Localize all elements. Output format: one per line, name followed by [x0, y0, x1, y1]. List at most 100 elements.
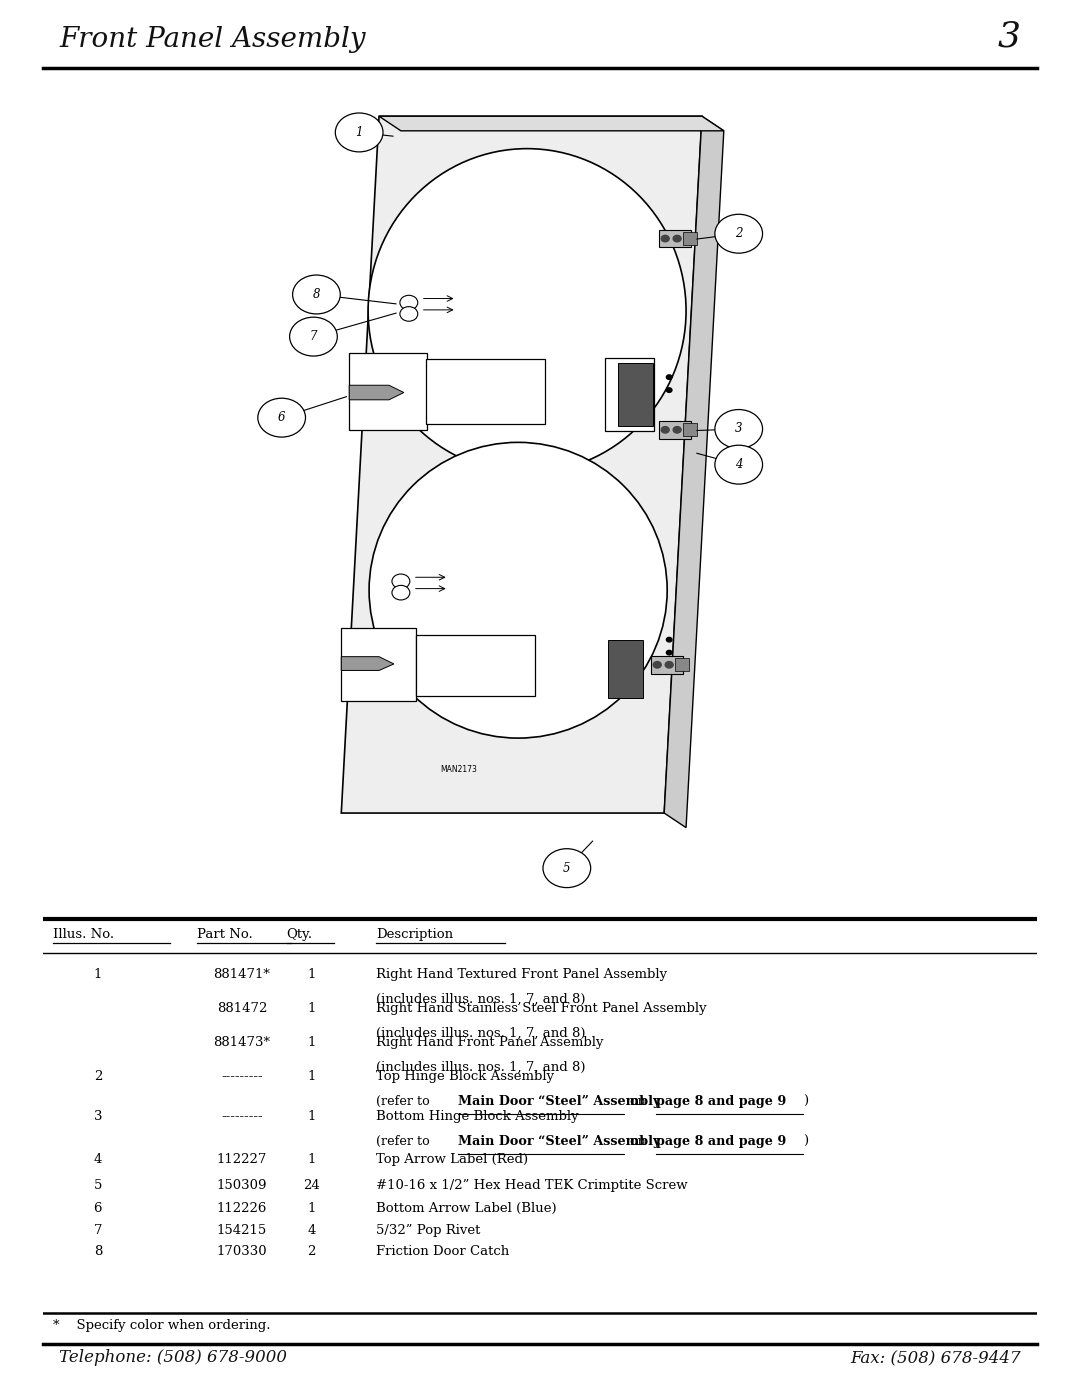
- Point: [191, 935, 204, 951]
- FancyBboxPatch shape: [651, 655, 683, 673]
- Point: [797, 1146, 810, 1162]
- Bar: [608, 640, 644, 698]
- Bar: [349, 353, 427, 430]
- Circle shape: [392, 585, 409, 599]
- Text: Main Door “Steel” Assembly: Main Door “Steel” Assembly: [458, 1095, 660, 1108]
- Text: *    Specify color when ordering.: * Specify color when ordering.: [53, 1319, 271, 1333]
- Circle shape: [289, 317, 337, 356]
- Bar: [426, 359, 545, 425]
- Circle shape: [666, 374, 672, 380]
- Polygon shape: [341, 657, 394, 671]
- Circle shape: [715, 409, 762, 448]
- Point: [451, 1146, 464, 1162]
- Text: 6: 6: [278, 411, 285, 425]
- Text: 1: 1: [308, 1035, 315, 1049]
- Polygon shape: [379, 116, 724, 131]
- Text: Qty.: Qty.: [286, 929, 313, 942]
- Text: 881471*: 881471*: [214, 968, 270, 981]
- Text: 1: 1: [94, 968, 102, 981]
- Text: ---------: ---------: [221, 1111, 262, 1123]
- Text: 1: 1: [308, 1070, 315, 1083]
- Point: [618, 1105, 631, 1122]
- Bar: [675, 658, 689, 672]
- Text: 1: 1: [308, 968, 315, 981]
- Circle shape: [392, 574, 409, 588]
- Bar: [341, 629, 416, 701]
- Circle shape: [293, 275, 340, 314]
- Text: 4: 4: [94, 1153, 102, 1166]
- Circle shape: [673, 426, 681, 433]
- Text: 4: 4: [308, 1224, 315, 1238]
- Text: 5/32” Pop Rivet: 5/32” Pop Rivet: [376, 1224, 481, 1238]
- Text: Front Panel Assembly: Front Panel Assembly: [59, 27, 366, 53]
- Text: 1: 1: [308, 1201, 315, 1215]
- Text: Friction Door Catch: Friction Door Catch: [376, 1246, 510, 1259]
- Ellipse shape: [368, 148, 686, 472]
- Bar: [683, 423, 697, 436]
- Point: [618, 1146, 631, 1162]
- Text: 2: 2: [308, 1246, 315, 1259]
- Circle shape: [661, 235, 670, 242]
- Point: [650, 1105, 663, 1122]
- Bar: [605, 358, 654, 430]
- Text: (includes illus. nos. 1, 7, and 8): (includes illus. nos. 1, 7, and 8): [376, 992, 585, 1006]
- Text: (includes illus. nos. 1, 7, and 8): (includes illus. nos. 1, 7, and 8): [376, 1060, 585, 1073]
- Point: [280, 935, 293, 951]
- Circle shape: [400, 307, 418, 321]
- Text: Main Door “Steel” Assembly: Main Door “Steel” Assembly: [458, 1136, 660, 1148]
- Text: 1: 1: [355, 126, 363, 138]
- FancyBboxPatch shape: [659, 420, 691, 439]
- Text: on: on: [626, 1136, 650, 1148]
- Text: 112227: 112227: [217, 1153, 267, 1166]
- Text: 3: 3: [998, 20, 1021, 53]
- Circle shape: [715, 446, 762, 485]
- Circle shape: [666, 651, 672, 655]
- Bar: [416, 634, 535, 696]
- Text: Top Hinge Block Assembly: Top Hinge Block Assembly: [376, 1070, 554, 1083]
- Circle shape: [653, 662, 661, 668]
- Text: 24: 24: [303, 1179, 320, 1192]
- Text: Part No.: Part No.: [198, 929, 253, 942]
- Circle shape: [666, 388, 672, 393]
- Point: [327, 935, 340, 951]
- Circle shape: [666, 637, 672, 643]
- Text: 4: 4: [735, 458, 742, 471]
- Text: ---------: ---------: [221, 1070, 262, 1083]
- Text: Top Arrow Label (Red): Top Arrow Label (Red): [376, 1153, 528, 1166]
- Text: 1: 1: [308, 1111, 315, 1123]
- Text: Right Hand Front Panel Assembly: Right Hand Front Panel Assembly: [376, 1035, 604, 1049]
- FancyBboxPatch shape: [659, 229, 691, 247]
- Point: [369, 935, 382, 951]
- Text: 881473*: 881473*: [214, 1035, 270, 1049]
- Point: [451, 1105, 464, 1122]
- Text: 2: 2: [735, 228, 742, 240]
- Text: (includes illus. nos. 1, 7, and 8): (includes illus. nos. 1, 7, and 8): [376, 1027, 585, 1039]
- Text: page 8 and page 9: page 8 and page 9: [657, 1136, 786, 1148]
- Polygon shape: [349, 386, 404, 400]
- Text: Fax: (508) 678-9447: Fax: (508) 678-9447: [850, 1350, 1021, 1366]
- Text: Description: Description: [376, 929, 454, 942]
- Text: 6: 6: [94, 1201, 103, 1215]
- Circle shape: [400, 295, 418, 310]
- Text: ): ): [804, 1095, 809, 1108]
- Point: [164, 935, 177, 951]
- Text: 112226: 112226: [217, 1201, 267, 1215]
- Polygon shape: [341, 116, 702, 813]
- Circle shape: [673, 235, 681, 242]
- Text: MAN2173: MAN2173: [440, 766, 477, 774]
- Text: 150309: 150309: [217, 1179, 267, 1192]
- Text: 1: 1: [308, 1002, 315, 1014]
- Text: Telephone: (508) 678-9000: Telephone: (508) 678-9000: [59, 1350, 287, 1366]
- Text: (refer to: (refer to: [376, 1095, 434, 1108]
- Text: Illus. No.: Illus. No.: [53, 929, 114, 942]
- Text: Right Hand Textured Front Panel Assembly: Right Hand Textured Front Panel Assembly: [376, 968, 667, 981]
- Circle shape: [335, 113, 383, 152]
- Text: 170330: 170330: [217, 1246, 267, 1259]
- Text: page 8 and page 9: page 8 and page 9: [657, 1095, 786, 1108]
- Circle shape: [543, 849, 591, 887]
- Text: 5: 5: [94, 1179, 102, 1192]
- Text: 2: 2: [94, 1070, 102, 1083]
- Ellipse shape: [369, 443, 667, 738]
- Text: 7: 7: [94, 1224, 103, 1238]
- Text: 3: 3: [735, 422, 742, 436]
